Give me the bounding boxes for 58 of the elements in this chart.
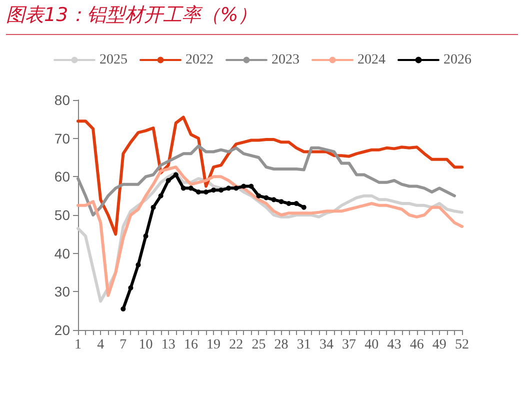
legend-label: 2022 (186, 52, 214, 68)
y-tick-label: 60 (54, 168, 70, 185)
x-tick-label: 40 (364, 338, 379, 352)
chart-title: 图表13：铝型材开工率（%） (6, 3, 258, 28)
x-tick-label: 49 (432, 338, 446, 352)
point (173, 172, 178, 178)
x-tick-label: 1 (74, 338, 82, 352)
x-tick-label: 28 (274, 338, 288, 352)
point (120, 306, 126, 312)
x-tick-label: 7 (120, 338, 127, 352)
point (218, 188, 224, 193)
legend-label: 2026 (444, 52, 472, 68)
x-tick-label: 22 (229, 338, 244, 352)
x-tick-label: 16 (184, 338, 198, 352)
x-tick-label: 43 (387, 338, 402, 352)
point (278, 199, 284, 204)
x-tick-label: 4 (97, 338, 104, 352)
y-tick-label: 20 (54, 322, 70, 338)
point (234, 186, 239, 191)
x-tick-label: 34 (319, 338, 334, 352)
x-tick-label: 19 (206, 338, 221, 352)
x-tick-label: 10 (138, 338, 153, 352)
point (226, 186, 232, 191)
point (301, 204, 306, 210)
point (211, 188, 216, 193)
point (204, 190, 208, 194)
x-tick-label: 37 (342, 338, 356, 352)
x-tick-label: 31 (296, 338, 311, 352)
point (166, 178, 171, 183)
line-series (76, 144, 456, 216)
y-tick-label: 70 (54, 130, 70, 146)
x-tick-label: 52 (455, 338, 469, 352)
point (294, 201, 299, 206)
y-tick-label: 50 (54, 207, 70, 223)
point (136, 262, 141, 268)
x-tick-label: 25 (252, 338, 266, 352)
point (256, 193, 262, 198)
legend-label: 2025 (100, 52, 128, 68)
point (241, 184, 246, 189)
point (143, 234, 148, 239)
y-tick-label: 80 (54, 92, 70, 108)
x-tick-label: 46 (410, 338, 424, 352)
point (271, 197, 276, 202)
point (150, 204, 156, 210)
legend-label: 2024 (358, 52, 386, 68)
y-tick-label: 30 (54, 284, 70, 300)
x-tick-label: 13 (161, 338, 176, 352)
legend-label: 2023 (272, 52, 300, 68)
line-series (76, 116, 464, 236)
point (248, 184, 254, 189)
point (196, 190, 201, 194)
point (286, 201, 292, 206)
point (128, 285, 134, 290)
point (264, 195, 269, 200)
point (158, 193, 164, 198)
point (180, 186, 186, 191)
point (188, 186, 194, 191)
y-tick-label: 40 (54, 245, 70, 262)
